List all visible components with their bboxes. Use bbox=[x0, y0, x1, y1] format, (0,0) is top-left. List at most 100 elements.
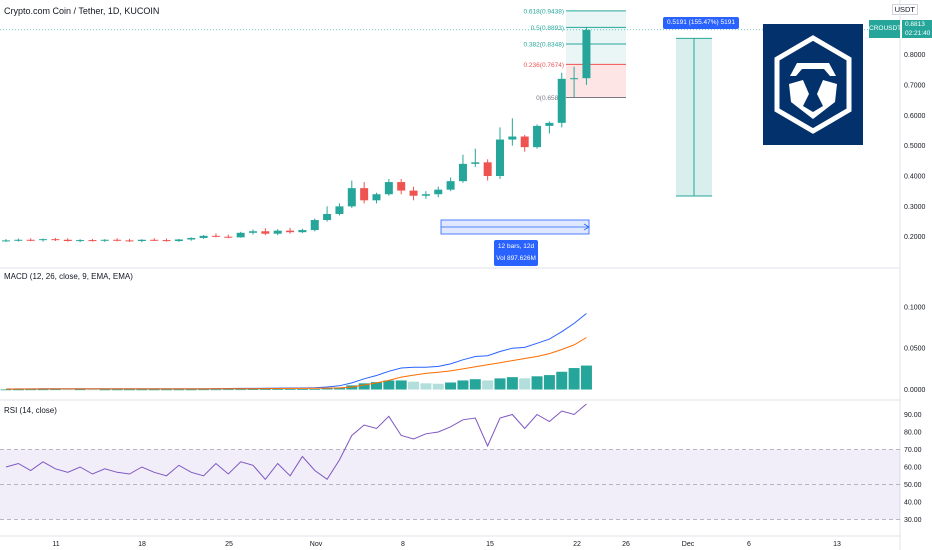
macd-histogram-bar bbox=[408, 381, 420, 390]
candle-body bbox=[39, 239, 48, 241]
date-range-measure[interactable] bbox=[440, 219, 590, 235]
candle-body bbox=[125, 240, 134, 242]
macd-histogram-bar bbox=[173, 389, 185, 391]
fib-level-label: 0.382(0.8348) bbox=[524, 41, 564, 48]
candle-body bbox=[397, 182, 406, 191]
macd-histogram-bar bbox=[531, 376, 543, 390]
macd-histogram-bar bbox=[99, 389, 111, 391]
macd-histogram-bar bbox=[25, 389, 37, 391]
macd-label[interactable]: MACD (12, 26, close, 9, EMA, EMA) bbox=[4, 272, 133, 281]
time-axis-tick: 6 bbox=[747, 541, 751, 548]
candle-body bbox=[100, 239, 109, 241]
macd-histogram-bar bbox=[432, 383, 444, 390]
fib-level-label: 0.618(0.9438) bbox=[524, 8, 564, 15]
candle-body bbox=[446, 181, 455, 190]
macd-histogram-bar bbox=[185, 389, 197, 391]
rsi-pane bbox=[0, 403, 900, 520]
macd-histogram-bar bbox=[161, 389, 173, 391]
macd-histogram-bar bbox=[494, 378, 506, 390]
date-range-badge: 12 bars, 12d Vol 897.626M bbox=[494, 240, 538, 266]
date-range-bars: 12 bars, 12d bbox=[497, 243, 535, 250]
fib-level-label: 0.236(0.7674) bbox=[524, 62, 564, 69]
candle-body bbox=[26, 239, 35, 241]
rsi-label[interactable]: RSI (14, close) bbox=[4, 406, 57, 415]
price-range-measure[interactable] bbox=[676, 37, 712, 197]
time-axis-tick: 18 bbox=[138, 541, 146, 548]
macd-histogram-bar bbox=[198, 389, 210, 391]
candle-body bbox=[174, 239, 183, 241]
macd-histogram-bar bbox=[506, 377, 518, 390]
macd-histogram-bar bbox=[12, 389, 24, 391]
candle-body bbox=[458, 163, 467, 182]
candle-body bbox=[63, 239, 72, 241]
fib-zone-lower bbox=[566, 64, 626, 98]
candle-body bbox=[224, 236, 233, 238]
macd-histogram-bar bbox=[74, 389, 86, 391]
macd-histogram-bar bbox=[543, 375, 555, 390]
price-axis-tick: 0.5000 bbox=[904, 143, 926, 150]
rsi-line bbox=[5, 403, 587, 481]
candle-body bbox=[347, 188, 356, 207]
macd-histogram-bar bbox=[235, 389, 247, 391]
macd-axis-tick: 0.0000 bbox=[904, 387, 926, 394]
macd-histogram-bar bbox=[457, 380, 469, 390]
fib-retracement[interactable]: 0.618(0.9438) 0.5(0.8893) 0.382(0.8348) 0.2… bbox=[0, 8, 900, 102]
candle-body bbox=[211, 235, 220, 237]
candle-body bbox=[187, 237, 196, 240]
rsi-axis-tick: 30.00 bbox=[904, 517, 922, 524]
candle-body bbox=[483, 162, 492, 176]
time-axis-tick: 22 bbox=[573, 541, 581, 548]
macd-pane bbox=[0, 313, 592, 391]
chart-title: Crypto.com Coin / Tether, 1D, KUCOIN bbox=[4, 6, 160, 16]
candle-body bbox=[14, 239, 23, 241]
candle-body bbox=[582, 29, 591, 79]
macd-histogram-bar bbox=[259, 389, 271, 390]
macd-histogram-bar bbox=[333, 387, 345, 390]
macd-axis-tick: 0.1000 bbox=[904, 304, 926, 311]
last-price-tag: 0.8813 02:21:40 bbox=[902, 20, 932, 38]
macd-histogram-bar bbox=[321, 388, 333, 390]
candle-body bbox=[2, 240, 10, 242]
measure-badge: 0.5191 (155.47%) 5191 bbox=[663, 17, 739, 29]
price-axis[interactable]: 0.90000.80000.70000.60000.50000.40000.30… bbox=[904, 22, 926, 524]
macd-histogram-bar bbox=[580, 365, 592, 390]
price-axis-tick: 0.2000 bbox=[904, 234, 926, 241]
fib-level-label: 0(0.6584) bbox=[536, 95, 564, 102]
macd-histogram-bar bbox=[247, 389, 259, 390]
time-axis[interactable]: 11 18 25 Nov 8 15 22 26 Dec 6 13 bbox=[52, 541, 841, 548]
time-axis-tick: 13 bbox=[833, 541, 841, 548]
macd-histogram-bar bbox=[0, 389, 12, 391]
candle-body bbox=[88, 240, 97, 242]
rsi-axis-tick: 70.00 bbox=[904, 447, 922, 454]
macd-histogram-bar bbox=[445, 382, 457, 390]
candle-body bbox=[261, 231, 270, 234]
grid-lines bbox=[0, 0, 901, 550]
time-axis-tick: 8 bbox=[401, 541, 405, 548]
macd-histogram-bar bbox=[37, 389, 49, 391]
candle-body bbox=[137, 239, 146, 241]
candle-body bbox=[199, 235, 208, 238]
macd-histogram-bar bbox=[136, 389, 148, 391]
candle-body bbox=[434, 189, 443, 195]
candle-body bbox=[557, 78, 566, 123]
candle-body bbox=[323, 213, 332, 221]
time-axis-tick: 15 bbox=[486, 541, 494, 548]
price-axis-tick: 0.8000 bbox=[904, 52, 926, 59]
macd-histogram-bar bbox=[519, 378, 531, 390]
price-axis-tick: 0.6000 bbox=[904, 113, 926, 120]
candles bbox=[2, 27, 591, 243]
candle-body bbox=[496, 139, 504, 176]
candle-body bbox=[520, 136, 529, 148]
candle-body bbox=[508, 136, 517, 140]
last-price: 0.8813 bbox=[905, 21, 925, 28]
time-axis-tick: Nov bbox=[310, 541, 323, 548]
macd-line bbox=[5, 313, 587, 390]
time-axis-tick: 26 bbox=[622, 541, 630, 548]
candle-body bbox=[150, 239, 159, 241]
macd-histogram-bar bbox=[124, 389, 135, 391]
currency-label[interactable]: USDT bbox=[891, 4, 918, 15]
macd-histogram-bar bbox=[111, 389, 123, 391]
candle-body bbox=[384, 182, 393, 195]
rsi-axis-tick: 40.00 bbox=[904, 500, 922, 507]
